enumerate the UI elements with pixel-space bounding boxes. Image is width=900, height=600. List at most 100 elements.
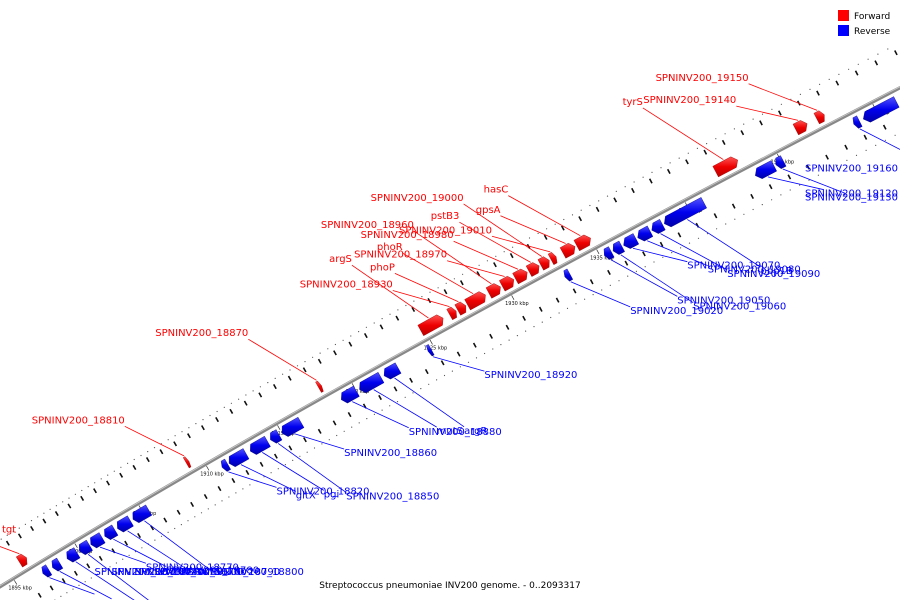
leader-line <box>352 401 409 429</box>
track-tick <box>844 144 849 150</box>
track-dot <box>492 348 494 350</box>
track-tick <box>555 297 560 303</box>
gene-arrow-phoR <box>464 291 486 311</box>
track-dot <box>127 462 129 464</box>
track-dot <box>571 214 574 216</box>
track-tick <box>713 213 718 219</box>
leader-line <box>647 240 708 266</box>
leader-line <box>620 254 694 304</box>
legend-swatch-reverse <box>838 25 849 36</box>
track-dot <box>187 520 189 522</box>
track-dot <box>405 304 407 307</box>
leader-line <box>144 520 212 571</box>
track-tick <box>874 60 879 66</box>
track-dot <box>55 505 58 507</box>
scale-label: 1930 kbp <box>505 301 529 307</box>
track-dot <box>120 466 122 468</box>
leader-line <box>413 230 492 285</box>
track-dot <box>615 190 617 192</box>
track-dot <box>96 573 99 575</box>
leader-line <box>351 264 429 319</box>
track-dot <box>43 512 45 514</box>
leader-line <box>294 433 345 450</box>
gene-label: SPNINV200_19140 <box>643 95 736 106</box>
track-dot <box>216 410 218 413</box>
track-dot <box>249 484 251 486</box>
track-dot <box>716 228 718 230</box>
track-dot <box>259 386 261 388</box>
track-dot <box>500 344 502 346</box>
track-dot <box>351 426 353 428</box>
gene-label: SPNINV200_18750 <box>135 567 228 578</box>
gene-label: SPNINV200_18760 <box>154 567 247 578</box>
track-dot <box>274 377 276 379</box>
leader-line <box>453 240 519 270</box>
track-dot <box>365 326 367 328</box>
track-dot <box>153 447 156 449</box>
track-dot <box>618 280 620 282</box>
track-dot <box>799 184 801 186</box>
gene-label: SPNINV200_18930 <box>300 280 393 291</box>
track-dot <box>230 402 232 404</box>
track-dot <box>228 496 230 498</box>
leader-line <box>87 553 149 600</box>
track-dot <box>865 149 867 151</box>
track-dot <box>516 335 519 337</box>
gene-arrow-pbp1B <box>664 197 707 228</box>
track-dot <box>292 459 294 461</box>
track-dot <box>420 388 422 390</box>
track-dot <box>558 312 560 314</box>
gene-label: argS <box>329 254 352 265</box>
track-dot <box>809 88 811 90</box>
leader-line <box>463 203 542 257</box>
track-dot <box>238 398 240 400</box>
track-tick <box>54 510 59 517</box>
track-dot <box>511 246 514 248</box>
track-dot <box>627 275 629 277</box>
track-dot <box>475 357 478 359</box>
track-dot <box>678 157 680 159</box>
track-dot <box>358 331 360 333</box>
track-tick <box>245 469 250 476</box>
track-dot <box>78 584 80 587</box>
track-tick <box>159 449 164 455</box>
track-dot <box>819 83 821 85</box>
track-dot <box>296 365 299 367</box>
track-dot <box>18 527 20 529</box>
track-dot <box>160 535 163 537</box>
track-dot <box>306 451 308 453</box>
track-tick <box>378 394 382 401</box>
track-tick <box>132 464 137 471</box>
leader-line <box>392 290 450 307</box>
position-dots <box>0 48 898 600</box>
track-dot <box>245 394 247 396</box>
gene-label: SPNINV200_18780 <box>166 566 259 577</box>
track-tick <box>73 570 78 576</box>
track-tick <box>759 120 763 126</box>
track-dot <box>128 554 130 557</box>
track-dot <box>563 218 565 221</box>
track-dot <box>541 321 543 323</box>
scale-label: 1935 kbp <box>590 255 614 261</box>
track-dot <box>660 167 662 169</box>
leader-line <box>459 221 531 263</box>
track-dot <box>706 233 709 235</box>
gene-label: SPNINV200_19160 <box>805 163 898 174</box>
leader-line <box>99 546 147 564</box>
gene-arrow-gltX <box>228 448 250 468</box>
gene-arrow-SPNINV200_18930 <box>446 306 457 321</box>
track-dot <box>495 255 497 257</box>
track-dot <box>566 307 569 309</box>
track-tick <box>522 315 526 321</box>
track-tick <box>93 488 97 494</box>
leader-line <box>508 195 581 237</box>
track-tick <box>659 241 664 247</box>
scale-tick <box>74 543 78 549</box>
leader-line <box>859 128 900 150</box>
track-tick <box>631 187 635 194</box>
gene-label: argR <box>464 426 487 437</box>
gene-label: tgt <box>2 524 16 535</box>
track-dot <box>107 474 109 476</box>
track-tick <box>863 134 868 140</box>
